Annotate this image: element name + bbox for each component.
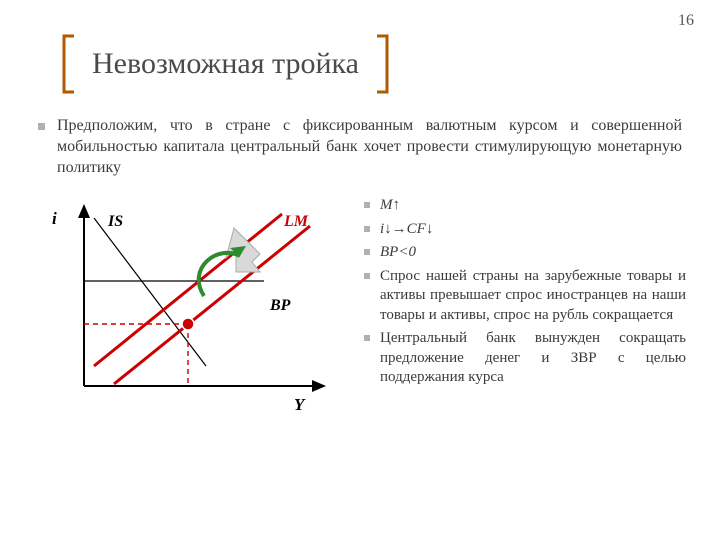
points-column: M↑ i↓→CF↓ BP<0 Спрос нашей страны на зарубе… [364, 196, 686, 392]
bullet-text: i↓→CF↓ [380, 220, 686, 240]
svg-text:Y: Y [294, 395, 306, 414]
slide-container: 16 Невозможная тройка Предположим, что в… [0, 0, 720, 540]
svg-text:i: i [52, 209, 57, 228]
page-number: 16 [678, 12, 694, 30]
bullet-text: Спрос нашей страны на зарубежные товары … [380, 267, 686, 326]
page-title: Невозможная тройка [76, 47, 375, 81]
list-item: Центральный банк вынужден сокращать пред… [364, 329, 686, 388]
bracket-right-icon [375, 34, 389, 94]
intro-bullet: Предположим, что в стране с фиксированны… [38, 116, 682, 178]
chart-column: i Y IS BP LM [34, 196, 334, 421]
bracket-left-icon [62, 34, 76, 94]
bullet-text: M↑ [380, 196, 686, 216]
bullet-text: BP<0 [380, 243, 686, 263]
square-bullet-icon [364, 335, 370, 341]
intro-text: Предположим, что в стране с фиксированны… [57, 116, 682, 178]
title-row: Невозможная тройка [62, 34, 686, 94]
body-row: i Y IS BP LM M↑ i↓→CF↓ BP<0 Спрос нашей страны … [34, 196, 686, 421]
list-item: BP<0 [364, 243, 686, 263]
bullet-text: Центральный банк вынужден сокращать пред… [380, 329, 686, 388]
square-bullet-icon [364, 249, 370, 255]
intro-block: Предположим, что в стране с фиксированны… [38, 116, 682, 178]
square-bullet-icon [364, 226, 370, 232]
list-item: Спрос нашей страны на зарубежные товары … [364, 267, 686, 326]
list-item: M↑ [364, 196, 686, 216]
points-list: M↑ i↓→CF↓ BP<0 Спрос нашей страны на зарубе… [364, 196, 686, 388]
square-bullet-icon [364, 202, 370, 208]
list-item: i↓→CF↓ [364, 220, 686, 240]
svg-text:IS: IS [107, 213, 123, 230]
square-bullet-icon [364, 273, 370, 279]
svg-text:BP: BP [269, 297, 291, 314]
is-lm-chart: i Y IS BP LM [34, 196, 334, 416]
square-bullet-icon [38, 123, 45, 130]
svg-text:LM: LM [283, 213, 309, 230]
